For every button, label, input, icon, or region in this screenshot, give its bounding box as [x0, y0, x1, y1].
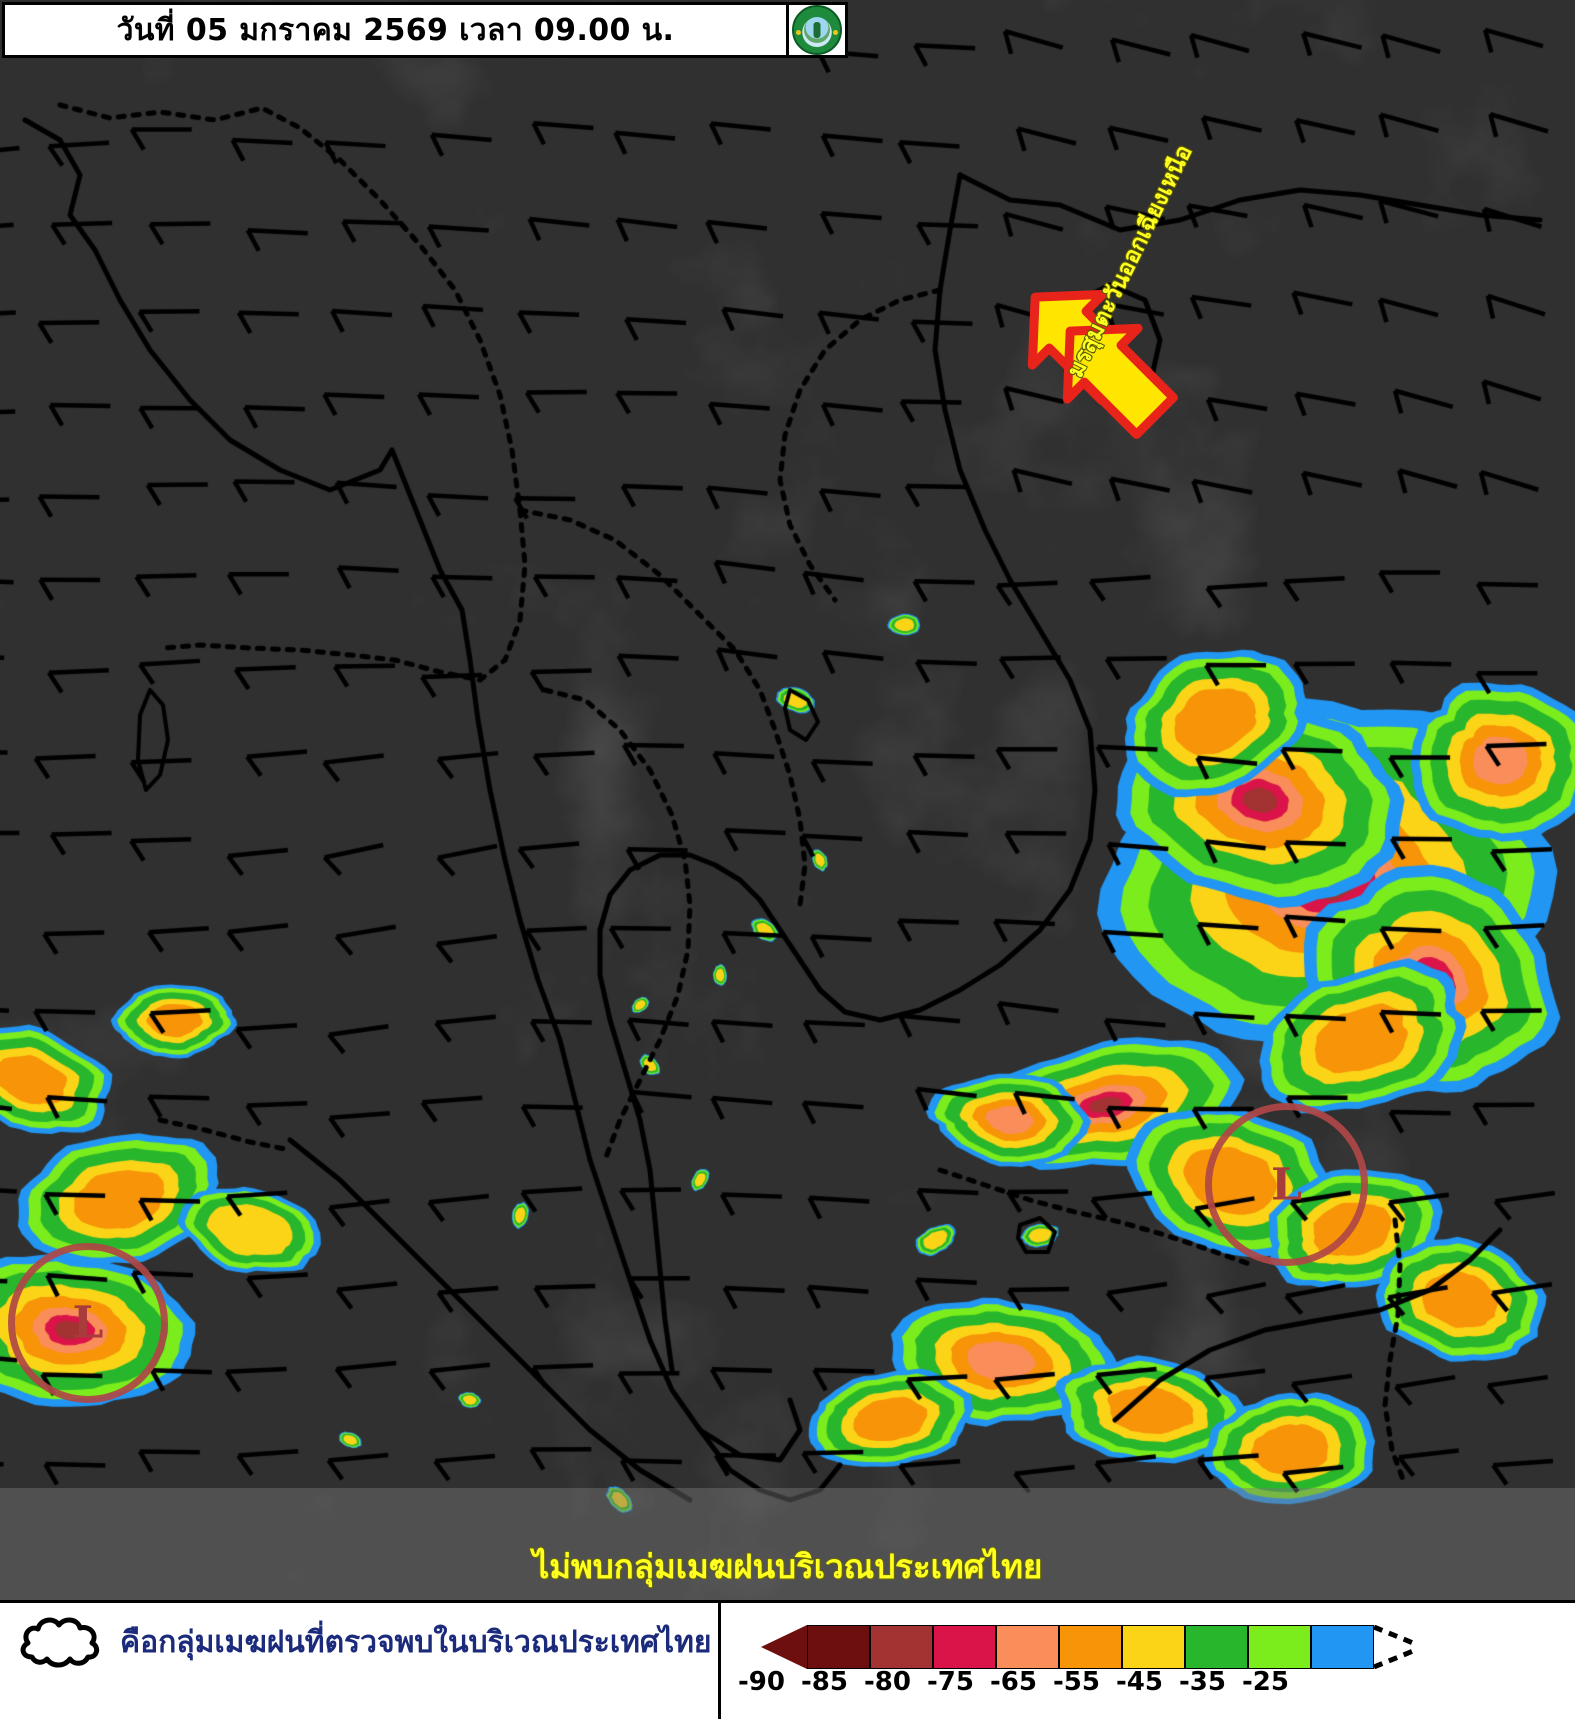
low-pressure-left-label: L: [72, 1297, 104, 1349]
colour-scale-tick-0: -90: [738, 1667, 785, 1697]
colour-scale-tick-4: -65: [990, 1667, 1037, 1697]
swatch-35-25: [1311, 1625, 1374, 1669]
status-banner-text: ไม่พบกลุ่มเมฆฝนบริเวณประเทศไทย: [532, 1547, 1043, 1586]
low-pressure-left: L: [8, 1243, 168, 1403]
monsoon-arrow-2: [1062, 323, 1178, 439]
swatch-45-35: [1248, 1625, 1311, 1669]
seal-star-left: [796, 30, 801, 35]
colour-scale-tick-3: -75: [927, 1667, 974, 1697]
swatch-65-55: [1122, 1625, 1185, 1669]
swatch-55-45: [1185, 1625, 1248, 1669]
seal-star-right: [833, 30, 838, 35]
colour-scale: -90 -85 -80 -75 -65 -55 -45 -35 -25: [718, 1603, 1575, 1719]
cloud-legend-text: คือกลุ่มเมฆฝนที่ตรวจพบในบริเวณประเทศไทย: [120, 1624, 712, 1660]
status-banner: ไม่พบกลุ่มเมฆฝนบริเวณประเทศไทย: [0, 1488, 1575, 1600]
satellite-image-canvas: [0, 0, 1575, 1600]
swatch-below-90: [807, 1625, 870, 1669]
colour-scale-tick-2: -80: [864, 1667, 911, 1697]
swatch-90-85: [870, 1625, 933, 1669]
colour-scale-tick-7: -35: [1179, 1667, 1226, 1697]
date-time-box: วันที่ 05 มกราคม 2569 เวลา 09.00 น.: [2, 2, 789, 58]
colour-scale-right-arrow: [1374, 1625, 1419, 1669]
rain-cloud-icon: [20, 1617, 100, 1668]
low-pressure-right-label: L: [1271, 1159, 1302, 1210]
swatch-85-80: [933, 1625, 996, 1669]
swatch-80-75: [996, 1625, 1059, 1669]
colour-scale-ticks: -90 -85 -80 -75 -65 -55 -45 -35 -25: [738, 1667, 1328, 1701]
colour-scale-tick-1: -85: [801, 1667, 848, 1697]
low-pressure-right: L: [1205, 1103, 1368, 1266]
cloud-legend-group: คือกลุ่มเมฆฝนที่ตรวจพบในบริเวณประเทศไทย: [18, 1613, 711, 1671]
map-annotation-overlay: [1027, 289, 1178, 439]
swatch-75-65: [1059, 1625, 1122, 1669]
satellite-map[interactable]: มรสุมตะวันออกเฉียงเหนือ L L ไม่พบกลุ่มเม…: [0, 0, 1575, 1600]
date-time-text: วันที่ 05 มกราคม 2569 เวลา 09.00 น.: [116, 12, 675, 48]
colour-scale-left-arrow: [761, 1625, 807, 1669]
legend-bar: คือกลุ่มเมฆฝนที่ตรวจพบในบริเวณประเทศไทย …: [0, 1600, 1575, 1719]
agency-logo-box: [789, 2, 848, 58]
colour-scale-tick-6: -45: [1116, 1667, 1163, 1697]
seal-inner: [804, 17, 830, 43]
colour-scale-swatches: [761, 1625, 1420, 1669]
colour-scale-tick-5: -55: [1053, 1667, 1100, 1697]
colour-scale-tick-8: -25: [1242, 1667, 1289, 1697]
thai-meteorological-department-seal-icon: [792, 5, 842, 55]
